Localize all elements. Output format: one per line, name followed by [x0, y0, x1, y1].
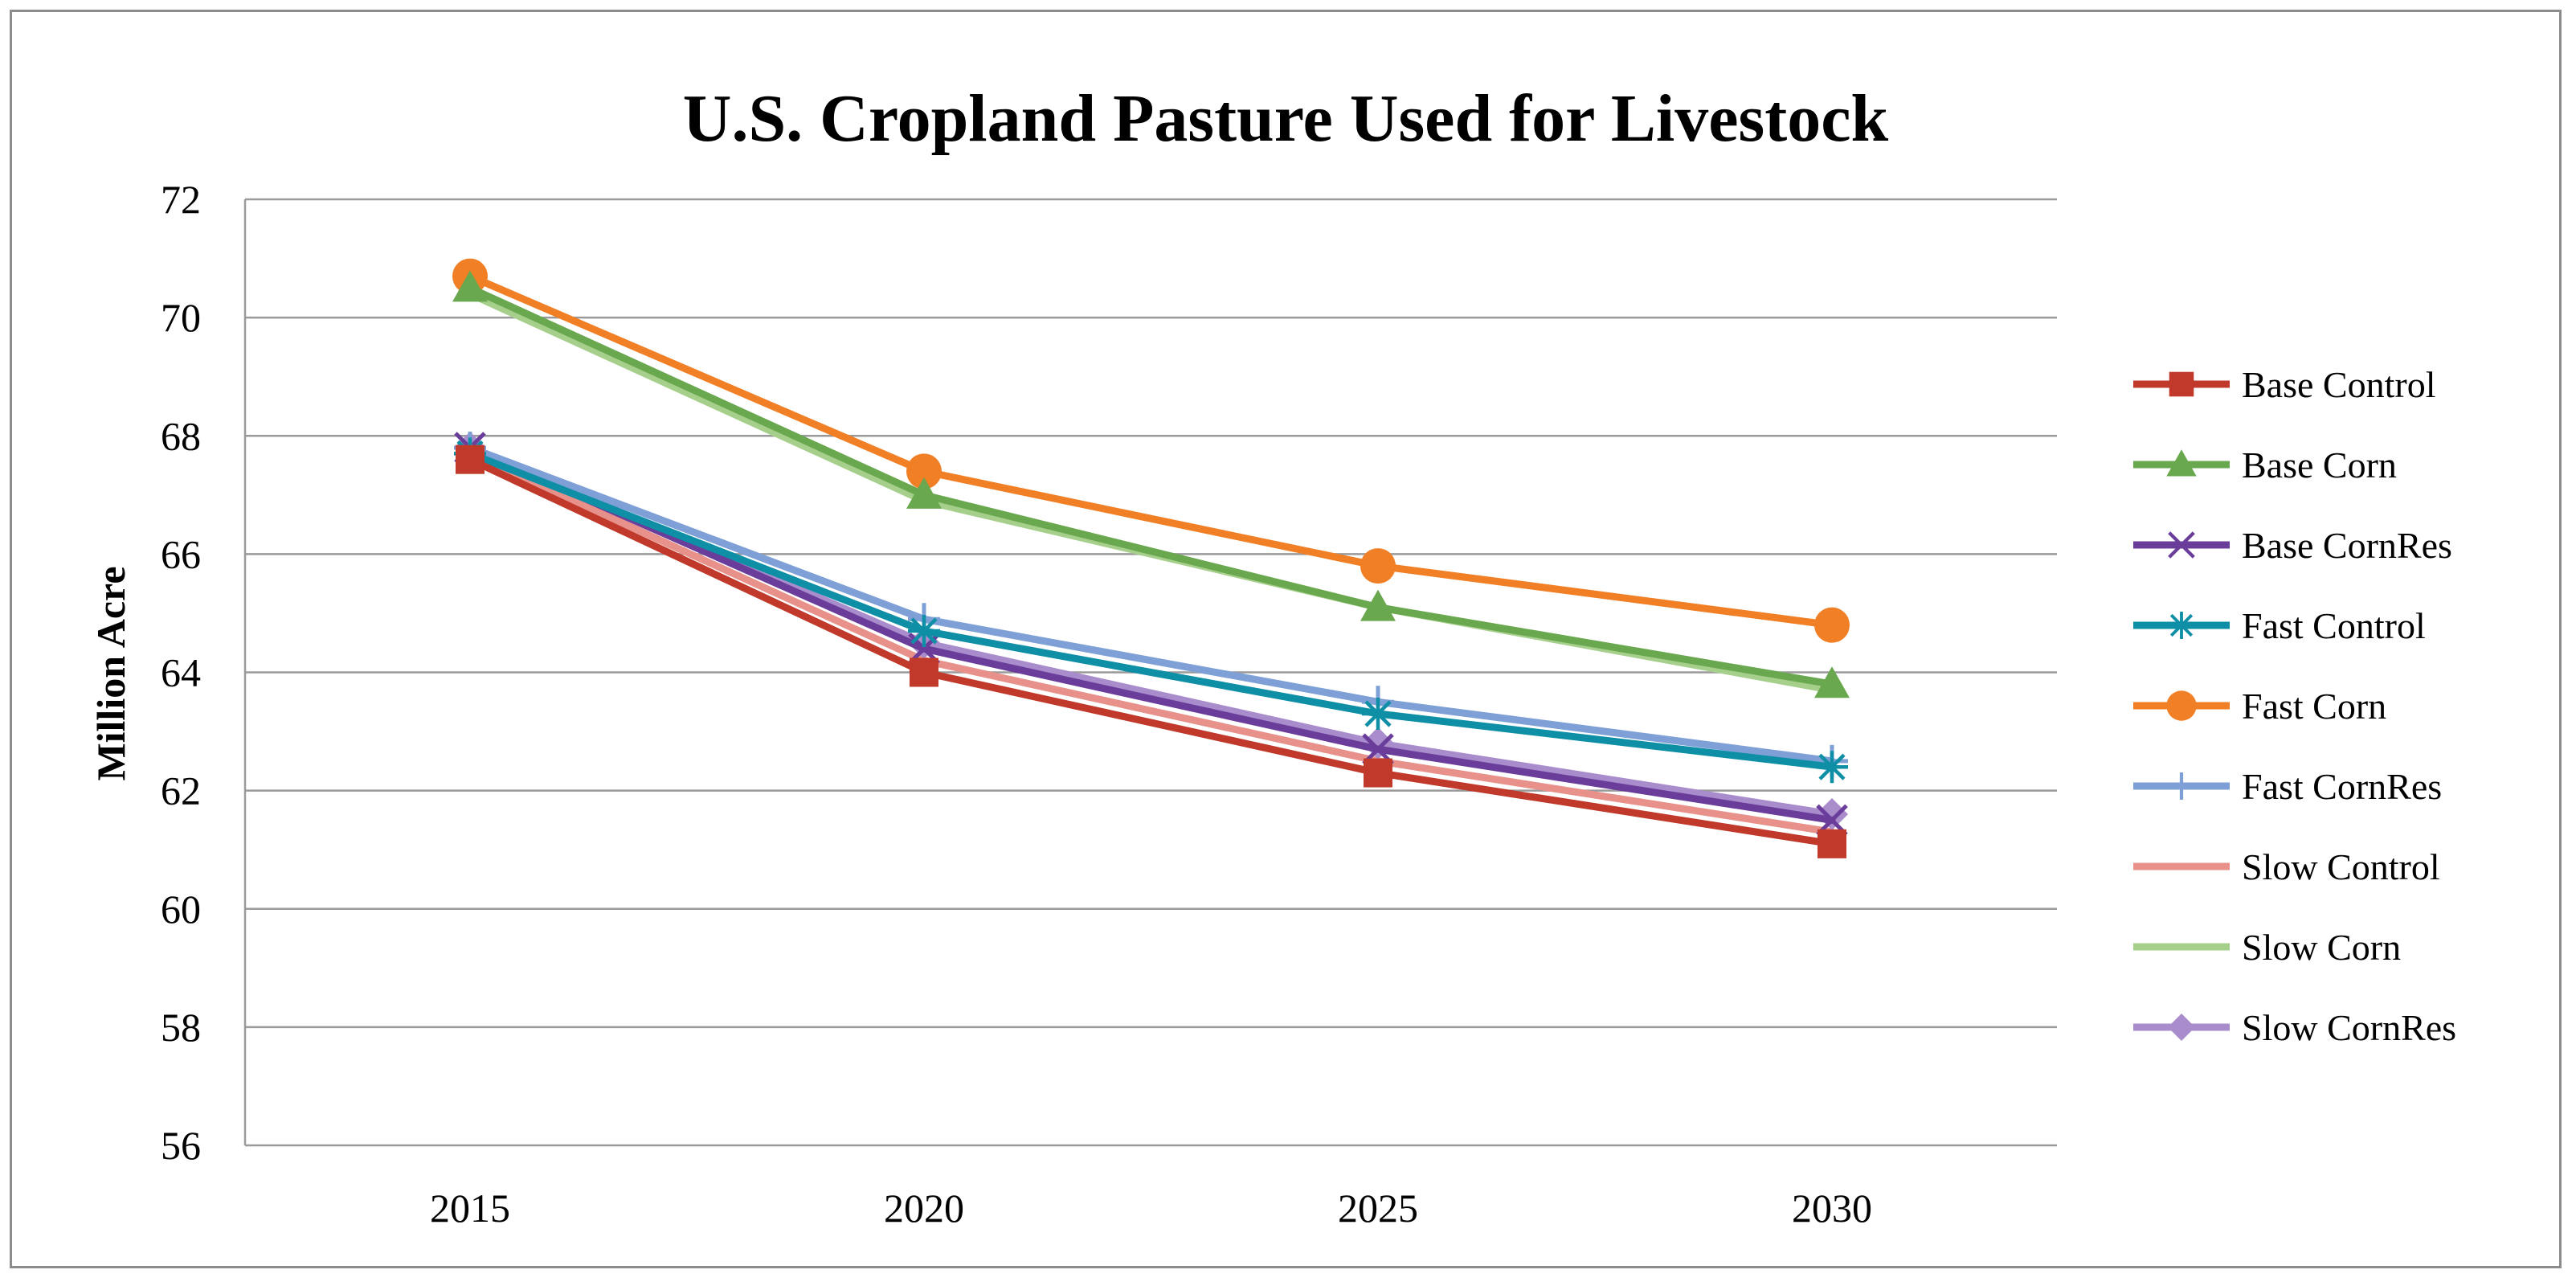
legend-item: Fast Control	[2133, 605, 2426, 646]
series-line	[466, 449, 1836, 836]
legend-label: Base Control	[2242, 364, 2435, 405]
data-point	[452, 270, 488, 302]
legend-label: Fast Corn	[2242, 686, 2386, 727]
y-tick-label: 60	[161, 887, 201, 932]
data-point	[2168, 1014, 2195, 1041]
series-slow-cornres	[454, 431, 1848, 831]
x-tick-label: 2020	[884, 1186, 964, 1231]
y-axis-label: Million Acre	[88, 566, 133, 780]
data-point	[908, 615, 940, 648]
series-line	[466, 444, 1836, 765]
y-tick-label: 56	[161, 1123, 201, 1168]
series-base-control	[456, 444, 1846, 858]
y-tick-label: 62	[161, 768, 201, 813]
data-point	[456, 444, 485, 474]
data-point	[1818, 829, 1846, 858]
y-tick-label: 68	[161, 413, 201, 458]
series-line	[466, 284, 1836, 688]
legend-label: Fast CornRes	[2242, 766, 2442, 807]
legend-item: Slow CornRes	[2133, 1007, 2456, 1048]
data-point	[1814, 607, 1850, 643]
x-tick-label: 2030	[1792, 1186, 1872, 1231]
y-tick-label: 64	[161, 650, 201, 695]
series-base-cornres	[454, 432, 1848, 837]
legend-label: Slow CornRes	[2242, 1007, 2456, 1048]
chart-title: U.S. Cropland Pasture Used for Livestock	[683, 81, 1889, 156]
data-point	[2169, 371, 2194, 397]
data-point	[2168, 612, 2195, 639]
y-tick-label: 72	[161, 177, 201, 222]
legend: Base Control Base Corn Base CornRes Fast Co…	[2133, 364, 2456, 1048]
legend-item: Base CornRes	[2133, 525, 2452, 566]
x-axis-ticks: 2015 2020 2025 2030	[430, 1186, 1872, 1231]
data-point	[1362, 697, 1394, 730]
x-tick-label: 2025	[1338, 1186, 1418, 1231]
data-point	[906, 453, 942, 489]
y-tick-label: 58	[161, 1005, 201, 1050]
legend-label: Fast Control	[2242, 605, 2426, 646]
y-tick-label: 66	[161, 531, 201, 576]
legend-item: Slow Corn	[2133, 927, 2401, 968]
series-line	[466, 456, 1836, 848]
grid-lines	[243, 198, 2057, 1147]
series-group	[452, 258, 1850, 858]
legend-label: Slow Control	[2242, 846, 2440, 887]
legend-item: Fast Corn	[2133, 686, 2386, 727]
data-point	[1816, 798, 1848, 831]
legend-label: Base CornRes	[2242, 525, 2452, 566]
chart-frame	[10, 10, 2562, 1268]
data-point	[2166, 690, 2197, 721]
series-line	[466, 290, 1836, 694]
data-point	[2166, 449, 2197, 477]
legend-item: Base Corn	[2133, 444, 2397, 485]
y-axis-ticks: 56 58 60 62 64 66 68 70 72	[161, 177, 201, 1168]
data-point	[1816, 751, 1848, 784]
legend-label: Base Corn	[2242, 444, 2397, 485]
x-tick-label: 2015	[430, 1186, 510, 1231]
series-line	[466, 444, 1836, 818]
series-slow-control	[466, 449, 1836, 836]
legend-label: Slow Corn	[2242, 927, 2401, 968]
data-point	[1814, 666, 1850, 698]
data-point	[1360, 548, 1396, 584]
series-line	[466, 272, 1836, 629]
legend-item: Slow Control	[2133, 846, 2440, 887]
series-slow-corn	[466, 290, 1836, 694]
series-line	[466, 444, 1836, 824]
data-point	[1364, 758, 1392, 788]
series-base-corn	[452, 270, 1850, 698]
data-point	[910, 657, 938, 687]
data-point	[2168, 531, 2195, 559]
series-fast-corn	[452, 258, 1850, 643]
data-point	[906, 477, 942, 509]
series-line	[466, 449, 1836, 771]
legend-item: Base Control	[2133, 364, 2435, 405]
series-fast-control	[454, 437, 1848, 784]
y-tick-label: 70	[161, 295, 201, 340]
data-point	[2168, 772, 2195, 800]
data-point	[1360, 589, 1396, 621]
legend-item: Fast CornRes	[2133, 766, 2442, 807]
